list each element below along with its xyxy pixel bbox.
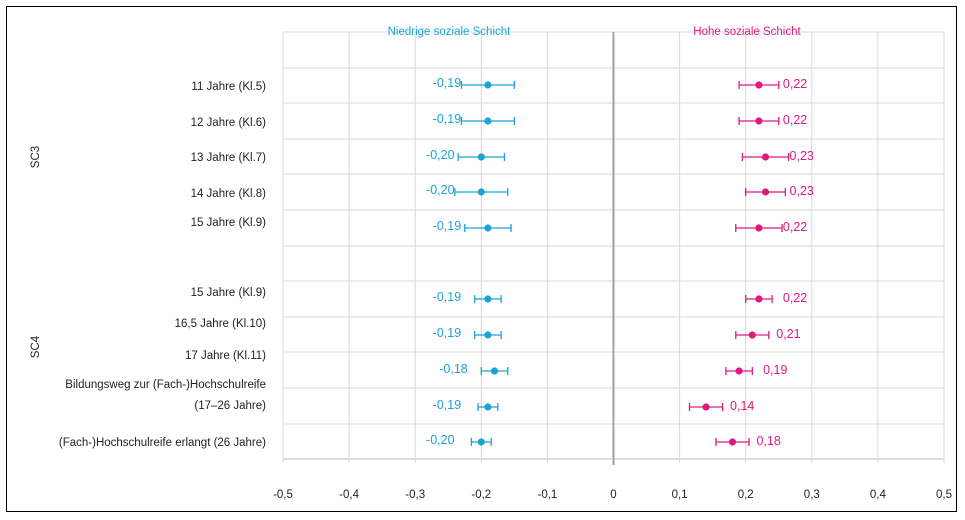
data-label: 0,19 bbox=[763, 363, 787, 377]
data-label: 0,21 bbox=[776, 327, 800, 341]
data-label: -0,20 bbox=[426, 148, 455, 162]
data-label: 0,14 bbox=[730, 399, 754, 413]
x-tick-label: 0,3 bbox=[804, 489, 820, 501]
category-label: 15 Jahre (Kl.9) bbox=[191, 217, 267, 229]
category-label: 14 Jahre (Kl.8) bbox=[191, 188, 267, 200]
data-point bbox=[490, 367, 499, 375]
data-point bbox=[761, 188, 770, 196]
x-tick-label: 0,2 bbox=[738, 489, 754, 501]
data-point bbox=[748, 331, 756, 339]
data-point bbox=[484, 117, 492, 125]
data-label: 0,23 bbox=[790, 149, 814, 163]
data-label: 0,22 bbox=[783, 113, 807, 127]
category-label: 11 Jahre (Kl.5) bbox=[191, 81, 266, 93]
x-tick-label: -0,3 bbox=[405, 489, 425, 501]
data-label: -0,19 bbox=[433, 290, 462, 304]
data-label: -0,19 bbox=[433, 112, 462, 126]
data-point bbox=[728, 438, 737, 446]
series-name: Hohe soziale Schicht bbox=[693, 26, 801, 38]
data-point bbox=[484, 403, 492, 411]
x-tick-label: 0,5 bbox=[936, 489, 952, 501]
data-label: -0,19 bbox=[433, 76, 462, 90]
data-point bbox=[755, 224, 763, 232]
data-label: -0,20 bbox=[426, 433, 455, 447]
category-label: 17 Jahre (Kl.11) bbox=[185, 350, 266, 362]
x-tick-label: -0,1 bbox=[537, 489, 557, 501]
data-point bbox=[477, 438, 485, 446]
data-label: 0,23 bbox=[790, 184, 814, 198]
data-label: 0,22 bbox=[783, 291, 807, 305]
data-label: 0,18 bbox=[756, 434, 780, 448]
group-label: SC3 bbox=[30, 146, 42, 168]
group-label: SC4 bbox=[30, 335, 42, 358]
data-point bbox=[477, 188, 485, 196]
data-label: -0,18 bbox=[439, 362, 468, 376]
data-point bbox=[702, 403, 710, 411]
data-point bbox=[755, 81, 763, 89]
x-axis-ticks: -0,5 -0,4 -0,3 -0,2 -0,1 0 0,1 0,2 0,3 0,4 0,5 bbox=[273, 489, 952, 501]
data-point bbox=[755, 295, 763, 303]
data-label: -0,20 bbox=[426, 183, 455, 197]
category-label: 15 Jahre (Kl.9) bbox=[191, 287, 267, 299]
data-label: 0,22 bbox=[783, 220, 807, 234]
series-headers: Niedrige soziale Schicht Hohe soziale Sch… bbox=[388, 26, 802, 38]
x-tick-label: 0 bbox=[610, 489, 616, 501]
series-name: Niedrige soziale Schicht bbox=[388, 26, 512, 38]
x-tick-label: -0,5 bbox=[273, 489, 293, 501]
data-marks: -0,19 -0,19 -0,20 -0,20 -0,19 -0,19 -0,19 -0,18… bbox=[426, 76, 814, 448]
data-point bbox=[484, 81, 492, 89]
data-point bbox=[755, 117, 763, 125]
data-point bbox=[477, 153, 485, 161]
data-point bbox=[484, 331, 492, 339]
data-label: -0,19 bbox=[433, 219, 462, 233]
category-label: 12 Jahre (Kl.6) bbox=[191, 117, 267, 129]
category-label: (17–26 Jahre) bbox=[194, 400, 266, 412]
data-label: -0,19 bbox=[433, 326, 462, 340]
data-label: -0,19 bbox=[433, 398, 462, 412]
x-tick-label: 0,4 bbox=[870, 489, 887, 501]
data-point bbox=[484, 295, 492, 303]
category-label: 16,5 Jahre (Kl.10) bbox=[175, 318, 267, 330]
x-tick-label: -0,4 bbox=[339, 489, 359, 501]
data-point bbox=[484, 224, 492, 232]
x-tick-label: 0,1 bbox=[672, 489, 688, 501]
data-point bbox=[735, 367, 743, 375]
group-labels: SC3 SC4 bbox=[30, 146, 42, 358]
category-label: Bildungsweg zur (Fach-)Hochschulreife bbox=[65, 379, 266, 391]
category-labels: 11 Jahre (Kl.5) 12 Jahre (Kl.6) 13 Jahre (… bbox=[59, 81, 266, 449]
category-label: (Fach-)Hochschulreife erlangt (26 Jahre) bbox=[59, 437, 266, 449]
category-label: 13 Jahre (Kl.7) bbox=[191, 152, 267, 164]
x-tick-label: -0,2 bbox=[471, 489, 491, 501]
data-point bbox=[761, 153, 770, 161]
data-label: 0,22 bbox=[783, 77, 807, 91]
